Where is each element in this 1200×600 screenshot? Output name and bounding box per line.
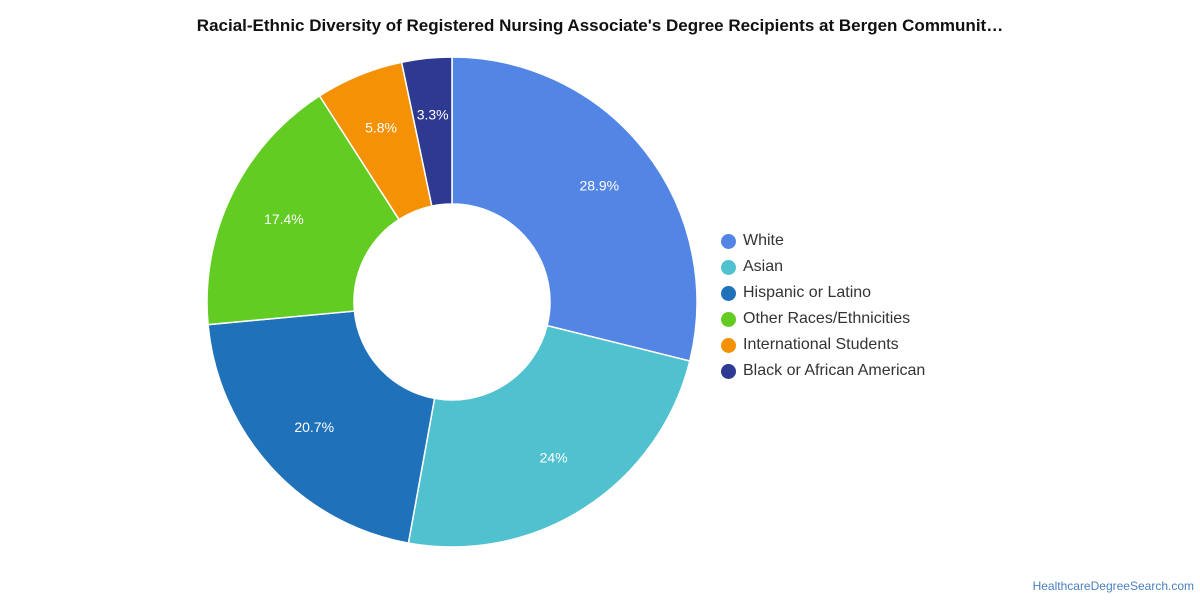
legend-item-4[interactable]: International Students: [721, 332, 925, 358]
legend-swatch-icon: [721, 285, 736, 301]
legend-swatch-icon: [721, 311, 736, 327]
slice-data-label-4: 5.8%: [365, 120, 397, 136]
donut-slice-1[interactable]: [407, 324, 691, 548]
legend-label: Hispanic or Latino: [743, 284, 872, 301]
legend-label: Black or African American: [743, 362, 926, 379]
legend-item-0[interactable]: White: [721, 228, 925, 254]
legend-swatch-icon: [721, 337, 736, 353]
slice-data-label-2: 20.7%: [294, 419, 334, 435]
legend-item-5[interactable]: Black or African American: [721, 358, 925, 384]
chart-title: Racial-Ethnic Diversity of Registered Nu…: [196, 16, 1004, 35]
legend-item-2[interactable]: Hispanic or Latino: [721, 280, 925, 306]
chart-legend: White Asian Hispanic or Latino Other Races/…: [721, 228, 925, 384]
donut-slice-2[interactable]: [207, 310, 436, 544]
source-label[interactable]: HealthcareDegreeSearch.com: [1032, 579, 1194, 593]
donut-slice-0[interactable]: [451, 56, 698, 362]
slice-data-label-3: 17.4%: [264, 211, 304, 227]
slice-data-label-5: 3.3%: [417, 107, 449, 123]
legend-swatch-icon: [721, 259, 736, 275]
legend-item-3[interactable]: Other Races/Ethnicities: [721, 306, 925, 332]
slice-data-label-0: 28.9%: [579, 177, 619, 193]
slice-data-label-1: 24%: [540, 450, 568, 466]
donut-slice-3[interactable]: [206, 94, 401, 326]
legend-swatch-icon: [721, 233, 736, 249]
legend-label: White: [743, 232, 784, 249]
legend-label: International Students: [743, 336, 899, 353]
legend-label: Asian: [743, 258, 784, 275]
donut-slice-5[interactable]: [400, 56, 453, 207]
legend-label: Other Races/Ethnicities: [743, 310, 911, 327]
legend-item-1[interactable]: Asian: [721, 254, 925, 280]
legend-swatch-icon: [721, 363, 736, 379]
